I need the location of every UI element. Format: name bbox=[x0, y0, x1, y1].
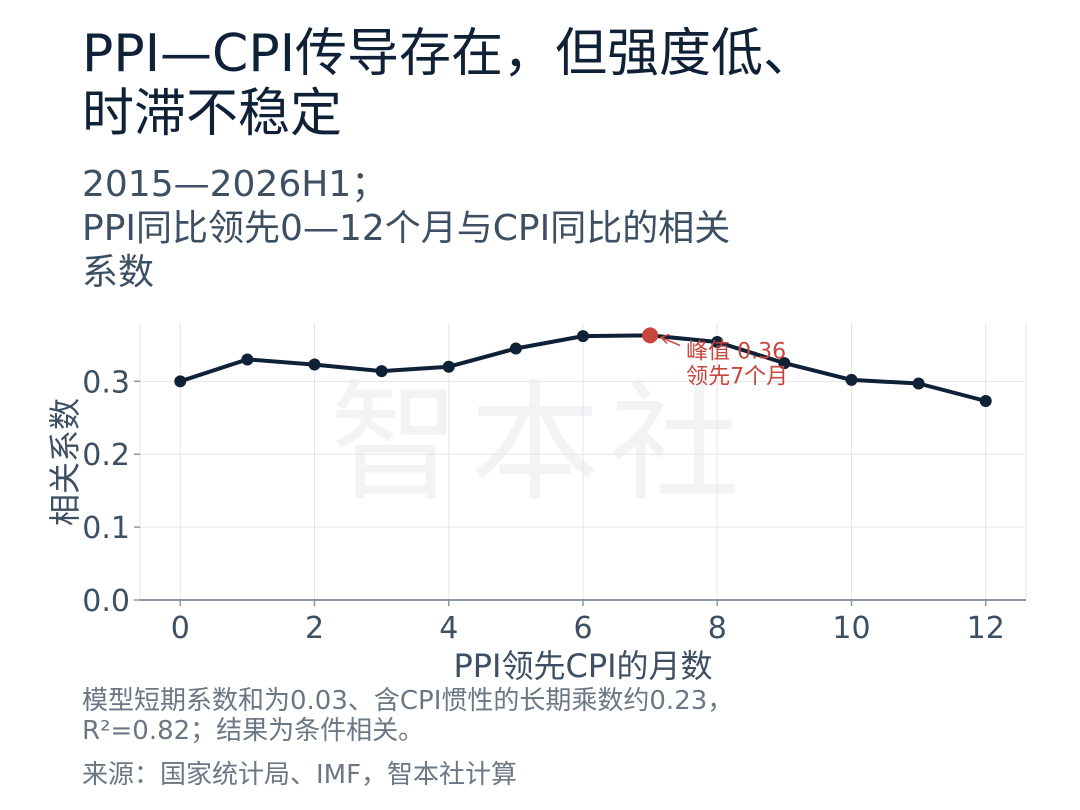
note-line-1: 模型短期系数和为0.03、含CPI惯性的长期乘数约0.23， bbox=[82, 686, 734, 716]
data-point bbox=[241, 353, 254, 366]
title-line-1: PPI—CPI传导存在，但强度低、 bbox=[82, 24, 816, 84]
data-point bbox=[912, 377, 925, 390]
x-axis-label: PPI领先CPI的月数 bbox=[453, 647, 712, 685]
data-point bbox=[845, 373, 858, 386]
peak-arrow-head bbox=[659, 333, 670, 344]
note-line-2: R²=0.82；结果为条件相关。 bbox=[82, 716, 425, 746]
x-tick-label: 6 bbox=[573, 611, 592, 646]
chart-subtitle: 2015—2026H1； PPI同比领先0—12个月与CPI同比的相关 系数 bbox=[82, 163, 842, 295]
y-tick-label: 0.2 bbox=[82, 438, 130, 473]
x-tick-label: 10 bbox=[832, 611, 870, 646]
watermark: 智本社 bbox=[330, 367, 750, 519]
x-tick-label: 0 bbox=[171, 611, 190, 646]
data-point bbox=[778, 357, 791, 370]
data-point bbox=[711, 335, 724, 348]
data-point bbox=[979, 394, 992, 407]
x-tick-label: 4 bbox=[439, 611, 458, 646]
x-tick-label: 2 bbox=[305, 611, 324, 646]
y-axis-label: 相关系数 bbox=[46, 398, 84, 526]
subtitle-line-3: 系数 bbox=[82, 252, 155, 293]
series bbox=[174, 330, 992, 407]
peak-label-line: 峰值 0.36 bbox=[686, 339, 786, 364]
x-tick-label: 8 bbox=[708, 611, 727, 646]
peak-point bbox=[642, 327, 659, 344]
chart-title: PPI—CPI传导存在，但强度低、 时滞不稳定 bbox=[82, 24, 982, 144]
title-line-2: 时滞不稳定 bbox=[82, 84, 343, 144]
y-tick-label: 0.1 bbox=[82, 511, 130, 546]
subtitle-line-2: PPI同比领先0—12个月与CPI同比的相关 bbox=[82, 208, 731, 249]
data-point bbox=[375, 365, 388, 378]
x-tick-label: 12 bbox=[967, 611, 1005, 646]
y-tick-label: 0.3 bbox=[82, 365, 130, 400]
data-point bbox=[308, 358, 321, 371]
axes: 0 2 4 6 8 10 12 0.0 0.1 0.2 0.3 bbox=[82, 365, 1026, 646]
data-point bbox=[174, 375, 187, 388]
source-note: 来源：国家统计局、IMF，智本社计算 bbox=[82, 760, 518, 790]
data-point bbox=[509, 342, 522, 355]
peak-label-line: 领先7个月 bbox=[686, 364, 788, 389]
grid bbox=[139, 323, 1027, 600]
data-point bbox=[442, 360, 455, 373]
data-point bbox=[577, 330, 589, 343]
subtitle-line-1: 2015—2026H1； bbox=[82, 164, 388, 205]
y-tick-label: 0.0 bbox=[82, 584, 130, 619]
peak-arrow-shaft bbox=[660, 336, 681, 347]
